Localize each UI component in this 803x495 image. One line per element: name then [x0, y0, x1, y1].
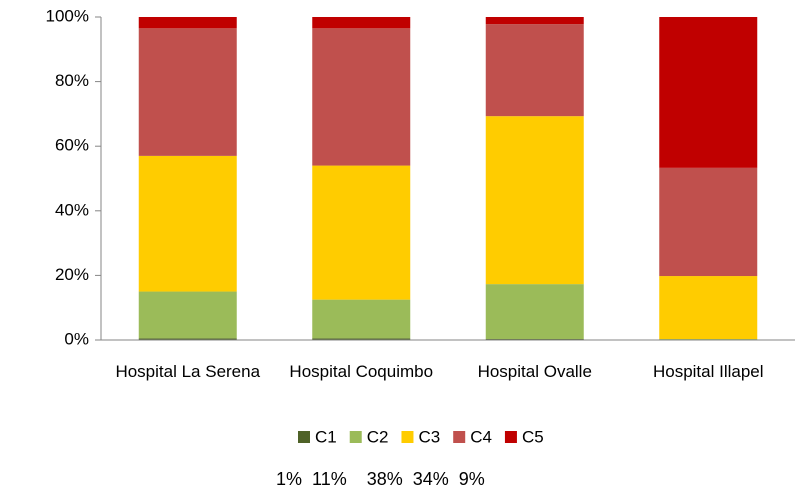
bar-segment: [312, 28, 411, 166]
y-tick-label: 60%: [55, 136, 89, 155]
bar-segment: [659, 167, 758, 277]
legend-label: C5: [522, 427, 544, 446]
y-tick-label: 80%: [55, 71, 89, 90]
legend-swatch: [298, 431, 310, 443]
x-tick-label: Hospital Coquimbo: [289, 362, 434, 381]
x-tick-label: Hospital La Serena: [115, 362, 261, 381]
bar-segment: [485, 284, 584, 340]
bar-segment: [138, 291, 237, 339]
bar-segment: [485, 17, 584, 25]
bar-segment: [138, 17, 237, 29]
bar-segment: [138, 155, 237, 292]
bar-segment: [312, 299, 411, 339]
bar-segment: [138, 28, 237, 156]
legend-label: C3: [418, 427, 440, 446]
bar-segment: [485, 24, 584, 117]
bar-segment: [312, 338, 411, 340]
y-tick-label: 0%: [64, 329, 89, 348]
legend-label: C4: [470, 427, 492, 446]
bar-segment: [312, 165, 411, 300]
x-tick-label: Hospital Ovalle: [477, 362, 592, 381]
bar-segment: [659, 276, 758, 340]
bar-segment: [659, 17, 758, 168]
bar-segment: [138, 338, 237, 340]
legend-label: C1: [315, 427, 337, 446]
legend-swatch: [453, 431, 466, 443]
legend-swatch: [401, 431, 414, 443]
annotation: 1% 11% 38% 34% 9%: [276, 469, 485, 489]
legend-swatch: [504, 431, 517, 443]
x-tick-label: Hospital Illapel: [652, 362, 764, 381]
bar-segment: [485, 116, 584, 285]
y-tick-label: 20%: [55, 265, 89, 284]
legend-label: C2: [367, 427, 389, 446]
bar-segment: [312, 17, 411, 29]
y-tick-label: 100%: [46, 6, 89, 25]
y-tick-label: 40%: [55, 200, 89, 219]
legend-swatch: [349, 431, 362, 443]
